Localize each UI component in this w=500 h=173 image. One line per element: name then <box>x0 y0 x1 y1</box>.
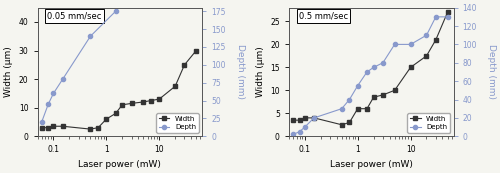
Width <box>392 89 398 91</box>
Depth <box>392 43 398 45</box>
Width <box>128 102 134 104</box>
Text: 0.05 mm/sec: 0.05 mm/sec <box>48 12 102 21</box>
Width <box>354 108 360 110</box>
X-axis label: Laser power (mW): Laser power (mW) <box>330 160 412 169</box>
Depth <box>50 92 56 94</box>
Depth <box>370 66 376 68</box>
Line: Depth: Depth <box>40 9 117 124</box>
Width <box>172 85 178 87</box>
Width <box>311 117 317 119</box>
Y-axis label: Width (μm): Width (μm) <box>4 47 13 97</box>
Width <box>290 119 296 121</box>
Depth <box>60 78 66 80</box>
Width <box>193 49 199 52</box>
Width <box>60 125 66 127</box>
Width <box>408 66 414 68</box>
Width <box>444 11 450 13</box>
Width <box>424 55 430 57</box>
Depth <box>380 62 386 64</box>
Width <box>182 64 188 66</box>
Depth <box>296 131 302 133</box>
Depth <box>408 43 414 45</box>
Depth <box>433 16 439 18</box>
Width <box>112 112 118 114</box>
Line: Depth: Depth <box>291 15 450 136</box>
Line: Width: Width <box>40 48 198 131</box>
Y-axis label: Width (μm): Width (μm) <box>256 47 264 97</box>
Width <box>364 108 370 110</box>
Width <box>50 125 56 127</box>
Width <box>46 127 52 129</box>
Width <box>120 104 126 106</box>
Width <box>296 119 302 121</box>
Text: 0.5 mm/sec: 0.5 mm/sec <box>298 12 348 21</box>
Depth <box>290 133 296 135</box>
Width <box>370 96 376 98</box>
Depth <box>88 35 94 37</box>
Width <box>433 39 439 41</box>
Depth <box>311 117 317 119</box>
Width <box>148 99 154 102</box>
Width <box>88 128 94 130</box>
Y-axis label: Depth (mm): Depth (mm) <box>236 44 244 99</box>
Depth <box>424 34 430 36</box>
Width <box>302 117 308 119</box>
Depth <box>444 16 450 18</box>
Width <box>140 101 146 103</box>
Depth <box>112 10 118 12</box>
Depth <box>338 108 344 110</box>
Line: Width: Width <box>291 10 450 127</box>
Depth <box>364 71 370 73</box>
Width <box>104 118 110 120</box>
Width <box>95 127 101 129</box>
Width <box>380 94 386 96</box>
Depth <box>346 98 352 101</box>
Width <box>38 127 44 129</box>
Width <box>156 98 162 100</box>
Width <box>338 124 344 126</box>
X-axis label: Laser power (mW): Laser power (mW) <box>78 160 162 169</box>
Depth <box>38 121 44 123</box>
Width <box>346 121 352 124</box>
Legend: Width, Depth: Width, Depth <box>156 113 199 133</box>
Depth <box>354 85 360 87</box>
Legend: Width, Depth: Width, Depth <box>408 113 450 133</box>
Depth <box>46 103 52 105</box>
Depth <box>302 126 308 128</box>
Y-axis label: Depth (mm): Depth (mm) <box>487 44 496 99</box>
